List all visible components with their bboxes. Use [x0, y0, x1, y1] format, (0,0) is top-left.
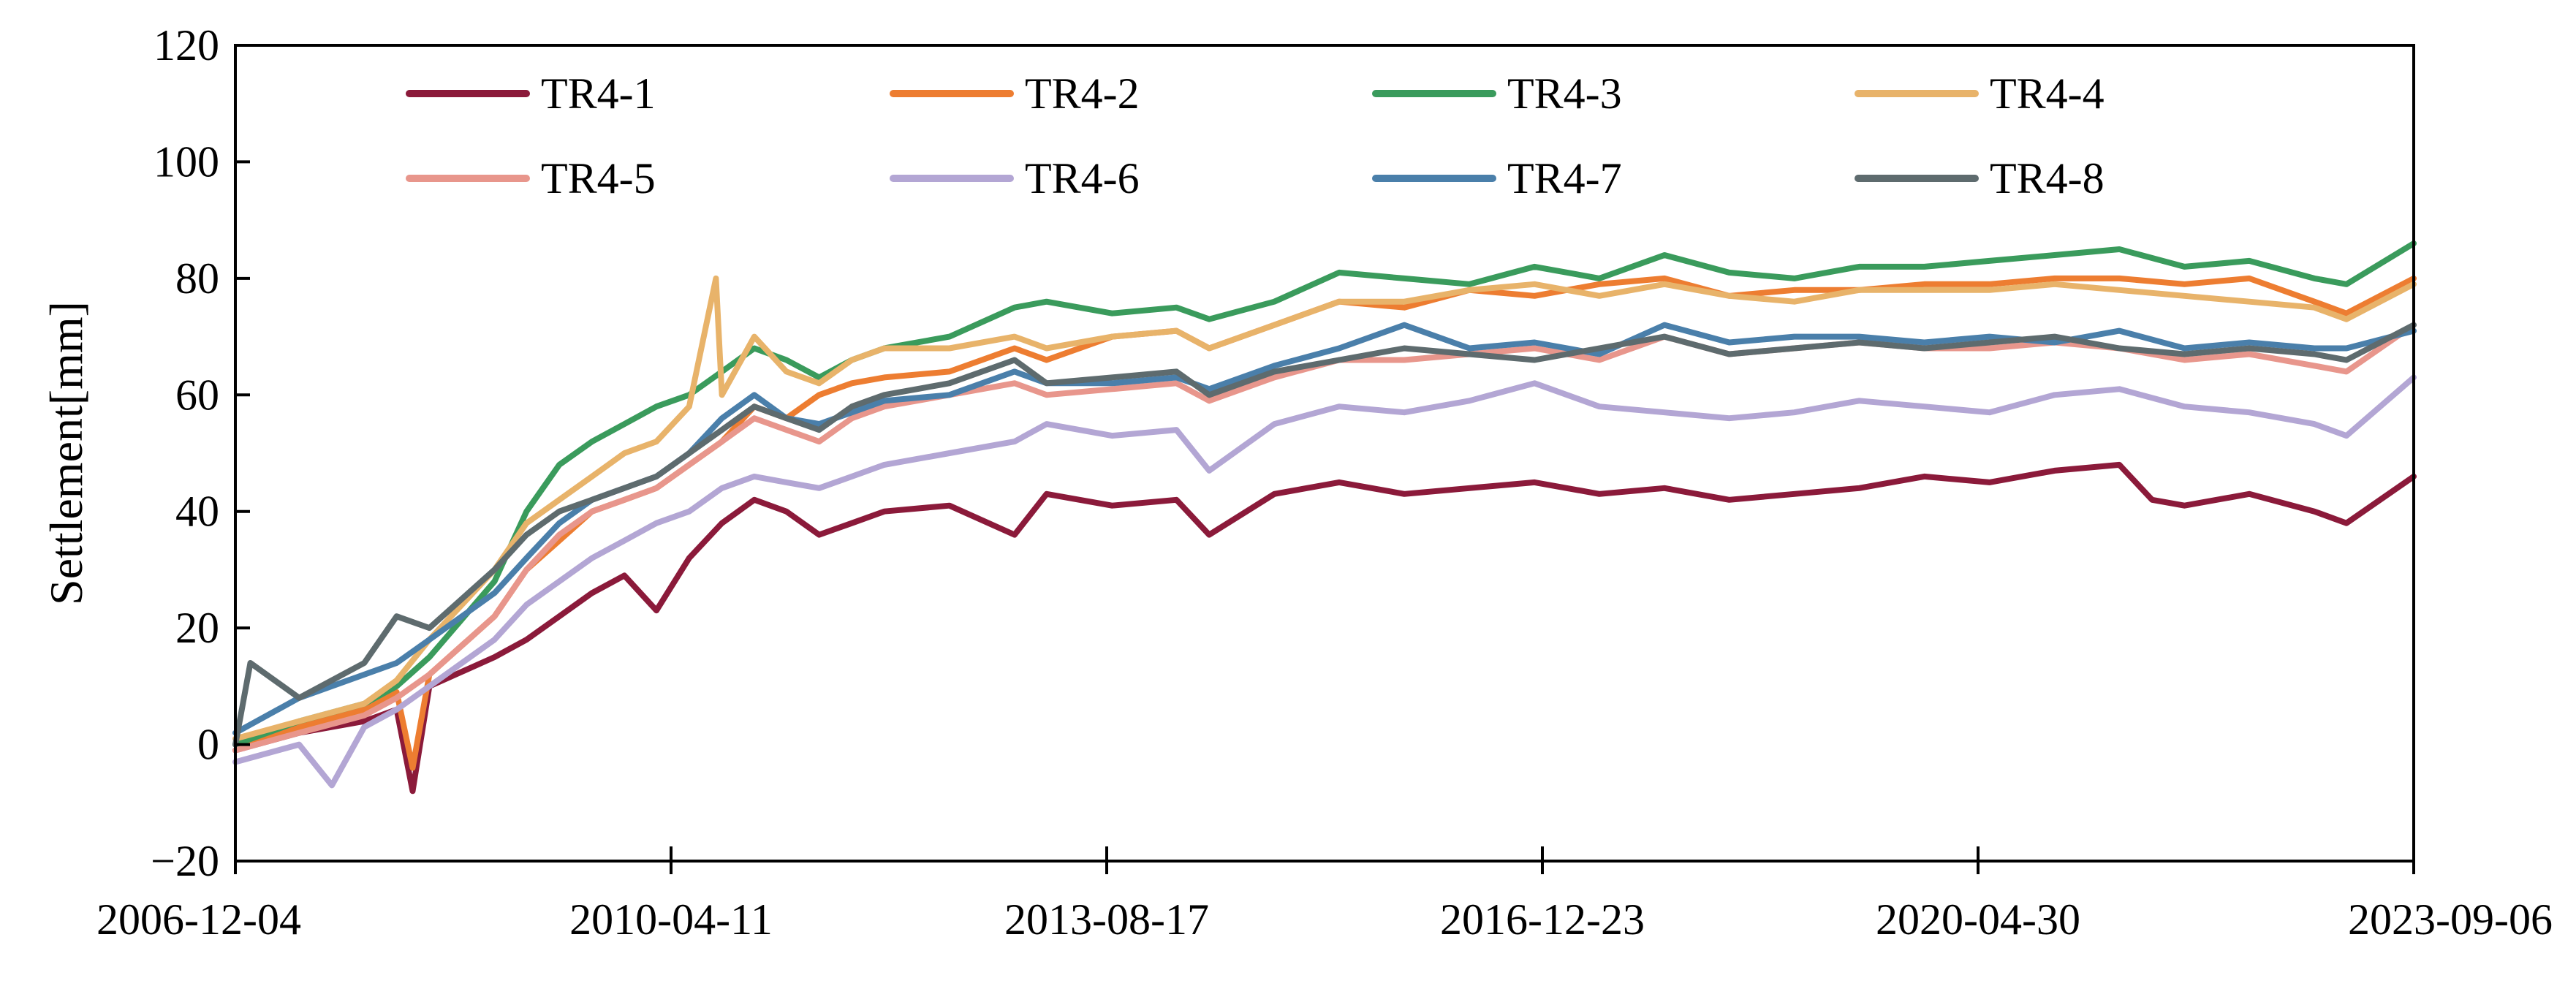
y-tick-label: 40 [175, 488, 219, 536]
y-tick-label: −20 [151, 837, 219, 885]
plot-area-frame [234, 44, 2415, 863]
x-axis: 2006-12-04 2010-04-11 2013-08-17 2016-12-23… [96, 846, 2553, 944]
legend-item-tr4-2: TR4-2 [890, 69, 1140, 118]
legend-label: TR4-7 [1507, 154, 1622, 202]
x-tick-label: 2010-04-11 [569, 895, 773, 944]
legend-label: TR4-5 [541, 154, 656, 202]
series-line-tr4-7 [232, 322, 2417, 736]
y-tick-label: 20 [175, 604, 219, 652]
legend-item-tr4-1: TR4-1 [406, 69, 656, 118]
legend-item-tr4-6: TR4-6 [890, 154, 1140, 202]
x-tick-label: 2020-04-30 [1876, 895, 2080, 944]
series-line-tr4-3 [232, 240, 2417, 748]
y-tick-label: 60 [175, 371, 219, 419]
x-tick-label: 2013-08-17 [1004, 895, 1209, 944]
legend-item-tr4-8: TR4-8 [1855, 154, 2105, 202]
y-tick-label: 100 [154, 137, 219, 186]
legend: TR4-1 TR4-2 TR4-3 TR4-4 TR4-5 TR4-6 TR4-7 TR4-8 [406, 69, 2105, 202]
legend-item-tr4-4: TR4-4 [1855, 69, 2105, 118]
series-line-tr4-4 [232, 275, 2417, 742]
y-axis: −20 0 20 40 60 80 100 120 [151, 21, 250, 885]
legend-label: TR4-4 [1990, 69, 2105, 118]
legend-label: TR4-6 [1025, 154, 1140, 202]
series-layer [232, 240, 2417, 795]
y-axis-title: Settlement[mm] [40, 301, 92, 605]
y-tick-label: 80 [175, 254, 219, 303]
series-line-tr4-5 [232, 322, 2417, 754]
x-tick-label: 2023-09-06 [2348, 895, 2553, 944]
legend-label: TR4-2 [1025, 69, 1140, 118]
legend-label: TR4-3 [1507, 69, 1622, 118]
series-line-tr4-8 [232, 322, 2417, 748]
legend-label: TR4-8 [1990, 154, 2105, 202]
series-line-tr4-1 [232, 461, 2417, 795]
legend-label: TR4-1 [541, 69, 656, 118]
legend-item-tr4-7: TR4-7 [1372, 154, 1622, 202]
legend-item-tr4-3: TR4-3 [1372, 69, 1622, 118]
y-tick-label: 120 [154, 21, 219, 69]
y-tick-label: 0 [197, 721, 219, 769]
x-tick-label: 2016-12-23 [1440, 895, 1645, 944]
legend-item-tr4-5: TR4-5 [406, 154, 656, 202]
series-line-tr4-6 [232, 374, 2417, 789]
x-tick-label: 2006-12-04 [96, 895, 301, 944]
